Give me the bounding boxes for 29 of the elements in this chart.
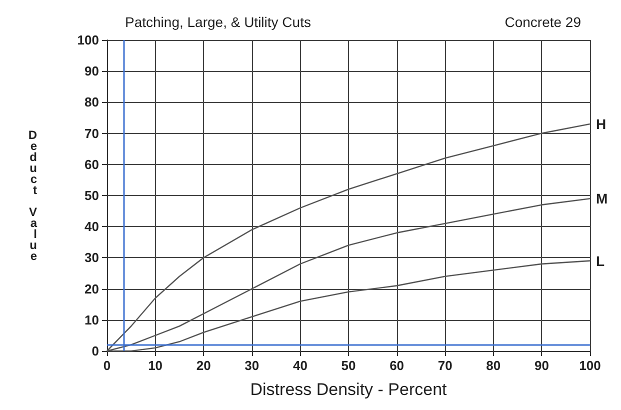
- series-label: M: [596, 190, 608, 207]
- x-tick-label: 0: [103, 358, 111, 373]
- y-tick-label: 50: [84, 188, 99, 203]
- text: Deduct Value: [28, 128, 37, 263]
- x-tick-label: 80: [486, 358, 501, 373]
- x-axis-title: Distress Density - Percent: [250, 380, 448, 399]
- x-tick-label: 60: [390, 358, 404, 373]
- x-tick-label: 20: [196, 358, 211, 373]
- chart-subtitle: Concrete 29: [504, 14, 582, 30]
- y-tick-label: 10: [84, 312, 99, 328]
- x-tick-label: 90: [534, 358, 549, 373]
- x-tick-label: 10: [148, 358, 163, 373]
- y-tick-label: 20: [84, 281, 99, 296]
- y-tick-label: 90: [84, 64, 99, 79]
- y-tick-label: 70: [84, 126, 99, 141]
- x-tick-label: 50: [341, 358, 356, 373]
- series-label: L: [596, 252, 605, 269]
- series-label: H: [596, 116, 606, 132]
- x-tick-label: 100: [579, 358, 601, 373]
- y-tick-label: 80: [84, 94, 99, 110]
- x-tick-label: 40: [292, 358, 308, 373]
- y-tick-label: 60: [84, 156, 99, 172]
- y-tick-label: 0: [92, 344, 99, 358]
- chart-title: Patching, Large, & Utility Cuts: [125, 14, 311, 30]
- y-tick-label: 100: [77, 32, 99, 48]
- x-tick-label: 30: [244, 358, 260, 373]
- y-tick-label: 30: [84, 250, 99, 266]
- x-tick-label: 70: [438, 358, 452, 373]
- y-tick-label: 40: [84, 219, 99, 234]
